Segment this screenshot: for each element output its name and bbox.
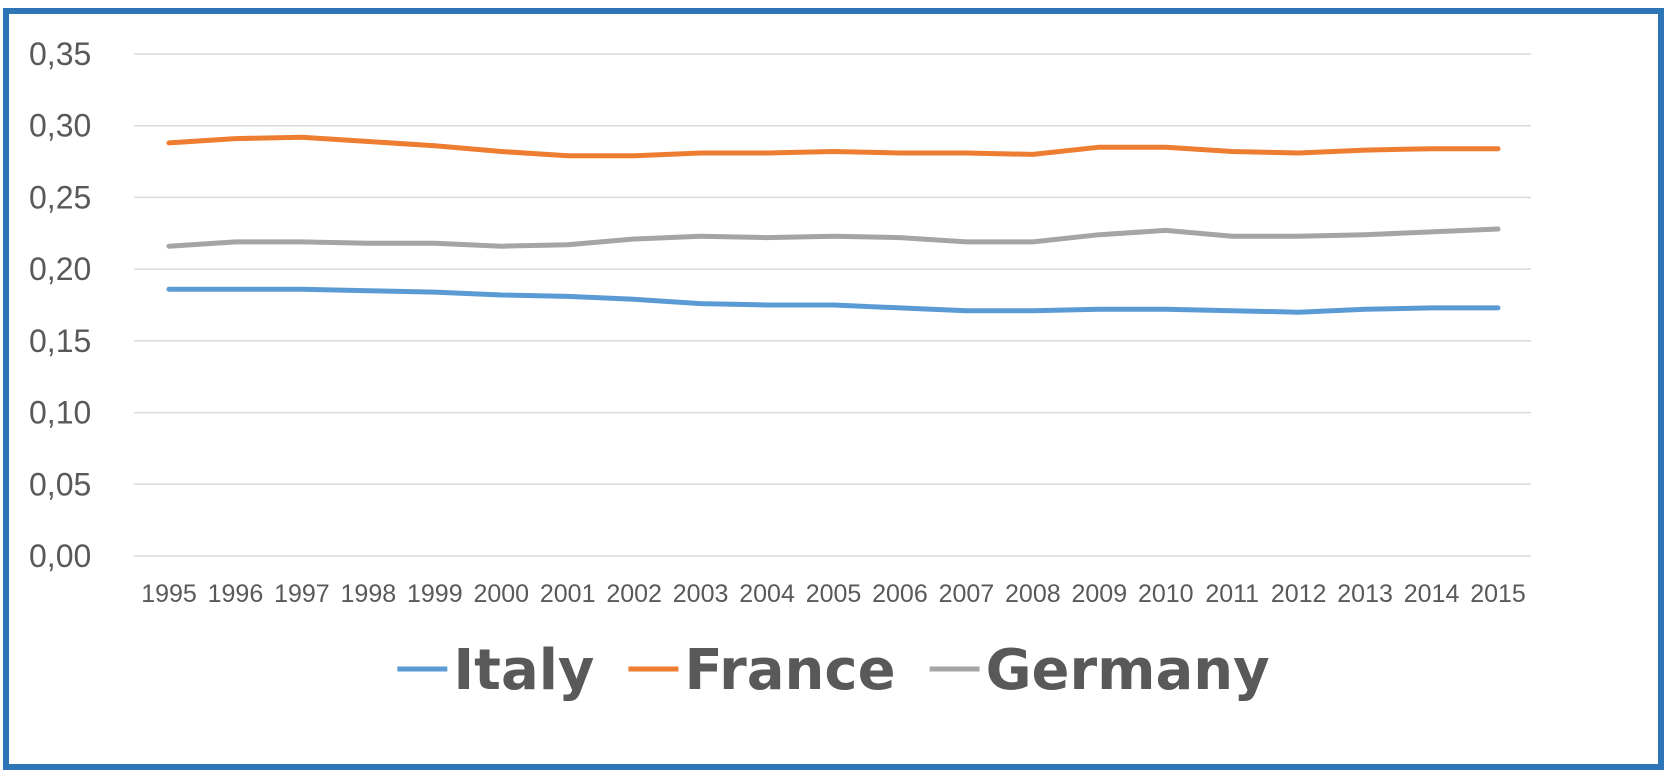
gridlines [134,53,1531,557]
legend-label-italy: Italy [453,638,594,703]
x-tick-label: 2007 [939,580,995,608]
x-tick-label: 2010 [1138,580,1194,608]
y-tick-label: 0,20 [29,251,91,287]
y-tick-label: 0,05 [29,466,91,502]
legend-label-germany: Germany [986,638,1270,703]
x-tick-label: 2000 [473,580,529,608]
series-line-france [166,134,1501,159]
y-tick-label: 0,25 [29,179,91,215]
y-tick-label: 0,30 [29,108,91,144]
x-tick-label: 1995 [141,580,197,608]
y-tick-label: 0,35 [29,36,91,72]
x-tick-label: 2015 [1470,580,1526,608]
x-tick-label: 2008 [1005,580,1061,608]
x-tick-label: 2009 [1071,580,1127,608]
series-lines [166,134,1501,315]
x-tick-label: 2004 [739,580,795,608]
x-tick-label: 2005 [806,580,862,608]
x-tick-label: 2002 [606,580,662,608]
legend-label-france: France [684,638,895,703]
y-axis-ticks: 0,00 0,05 0,10 0,15 0,20 0,25 0,30 0,35 [29,36,91,574]
chart-frame: 0,00 0,05 0,10 0,15 0,20 0,25 0,30 0,35 1995 199… [3,8,1664,770]
y-tick-label: 0,15 [29,323,91,359]
x-tick-label: 2011 [1205,580,1259,608]
series-line-germany [166,226,1501,249]
line-chart: 0,000,050,100,150,200,250,300,35 1995 199… [29,36,1531,703]
x-tick-label: 1996 [208,580,264,608]
legend: Italy France Germany [397,638,1270,703]
x-tick-label: 1999 [407,580,463,608]
series-line-italy [166,286,1501,315]
x-axis-ticks: 1995 1996 1997 1998 1999 2000 2001 2002 2003 2004… [141,580,1526,608]
y-tick-label: 0,10 [29,395,91,431]
x-tick-label: 2012 [1271,580,1327,608]
x-tick-label: 1998 [341,580,397,608]
x-tick-label: 2001 [540,580,596,608]
x-tick-label: 2006 [872,580,928,608]
x-tick-label: 2003 [673,580,729,608]
x-tick-label: 2014 [1404,580,1460,608]
x-tick-label: 1997 [274,580,330,608]
y-tick-label: 0,00 [29,538,91,574]
x-tick-label: 2013 [1337,580,1393,608]
